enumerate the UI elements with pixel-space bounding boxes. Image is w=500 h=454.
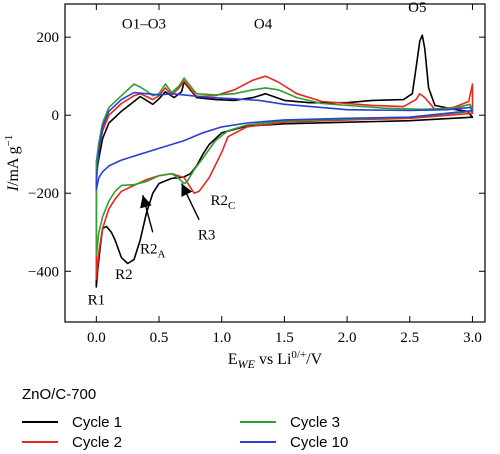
annotation-arrow [180, 183, 200, 221]
legend-item-cycle-2: Cycle 2 [22, 432, 122, 452]
legend-item-cycle-10: Cycle 10 [240, 432, 348, 452]
x-tick-label: 2.5 [400, 330, 419, 346]
y-axis-label: I/mA g−1 [3, 135, 22, 193]
legend-label: Cycle 2 [72, 433, 123, 451]
legend-label: Cycle 1 [72, 413, 123, 431]
legend-swatch [22, 441, 58, 443]
arrow-layer [140, 183, 200, 233]
peak-label: O4 [254, 17, 273, 33]
legend-label: Cycle 10 [290, 433, 349, 451]
legend-swatch [240, 441, 276, 443]
y-tick-label: 200 [37, 30, 60, 46]
legend-label: Cycle 3 [290, 413, 341, 431]
legend: ZnO/C-700 Cycle 1 Cycle 2 Cycle 3 Cycle … [0, 380, 500, 454]
peak-label: O1–O3 [122, 17, 166, 33]
x-tick-label: 2.0 [338, 330, 357, 346]
axis-ticks: 0.0 0.5 1.0 1.5 2.0 2.5 3.0 200 0 −200 −400 [28, 4, 485, 346]
peak-label: R3 [198, 227, 216, 243]
x-tick-label: 0.0 [87, 330, 106, 346]
series-line-cycle-1 [95, 34, 474, 288]
legend-item-cycle-1: Cycle 1 [22, 412, 122, 432]
legend-item-cycle-3: Cycle 3 [240, 412, 340, 432]
annotation-arrow [140, 195, 154, 233]
x-axis-label: EWE vs Li0/+/V [228, 349, 323, 371]
x-tick-label: 1.0 [212, 330, 231, 346]
annotation-layer: O1–O3 O4 O5 R1 R2 R2A R3 R2C [88, 0, 427, 308]
y-tick-label: −200 [28, 186, 59, 202]
peak-label: R2A [140, 242, 166, 261]
series-line-cycle-3 [95, 77, 474, 257]
series-line-cycle-10 [95, 91, 474, 191]
series-layer [95, 34, 474, 288]
peak-label: R1 [88, 292, 106, 308]
y-tick-label: −400 [28, 264, 59, 280]
x-tick-label: 1.5 [275, 330, 294, 346]
plot-frame [64, 3, 486, 323]
x-tick-label: 3.0 [463, 330, 482, 346]
legend-swatch [22, 421, 58, 423]
peak-label: R2C [211, 193, 236, 212]
y-tick-label: 0 [52, 108, 60, 124]
x-tick-label: 0.5 [150, 330, 169, 346]
legend-title: ZnO/C-700 [22, 386, 97, 403]
peak-label: R2 [115, 267, 133, 283]
legend-swatch [240, 421, 276, 423]
peak-label: O5 [408, 0, 426, 16]
